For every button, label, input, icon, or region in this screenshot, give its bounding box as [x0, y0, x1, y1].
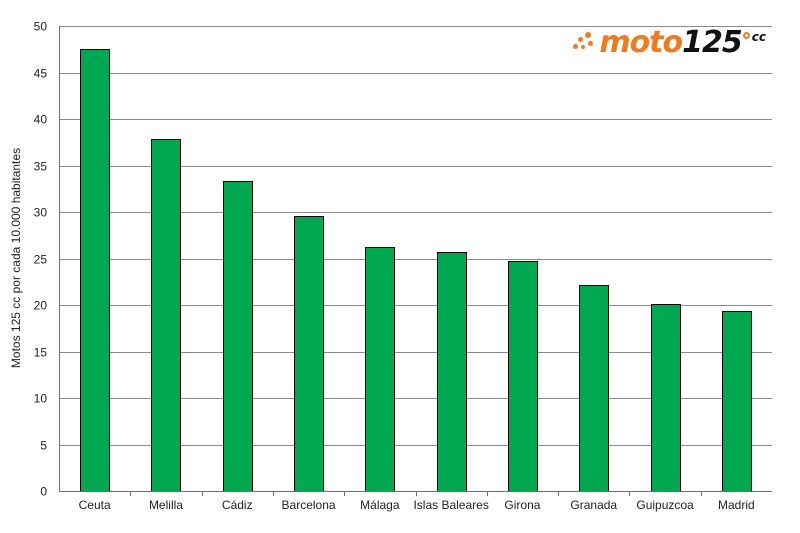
- y-tick-label-50: 50: [34, 20, 48, 34]
- bar-girona: [508, 261, 538, 492]
- x-tick-label-islas-baleares: Islas Baleares: [413, 498, 488, 512]
- bars-layer: [80, 49, 752, 492]
- y-tick-label-10: 10: [34, 392, 48, 406]
- y-tick-label-5: 5: [40, 439, 47, 453]
- logo-cc-text: cc: [751, 30, 766, 44]
- bar-guipuzcoa: [651, 304, 681, 492]
- moto125cc-logo: moto125 cc: [573, 22, 766, 64]
- x-tick-label-ceuta: Ceuta: [79, 498, 111, 512]
- x-tick-label-guipuzcoa: Guipuzcoa: [636, 498, 694, 512]
- logo-ring-icon: [742, 32, 750, 39]
- x-tick-label-girona: Girona: [504, 498, 540, 512]
- y-tick-label-20: 20: [34, 299, 48, 313]
- logo-number-text: 125: [682, 25, 743, 60]
- y-tick-label-0: 0: [40, 485, 47, 499]
- y-tick-label-25: 25: [34, 253, 48, 267]
- x-tick-label-madrid: Madrid: [718, 498, 755, 512]
- y-tick-label-15: 15: [34, 346, 48, 360]
- logo-dots-icon: [573, 32, 597, 58]
- y-axis-title: Motos 125 cc por cada 10.000 habitantes: [9, 148, 23, 368]
- bar-barcelona: [294, 216, 324, 492]
- y-tick-label-45: 45: [34, 67, 48, 81]
- bar-granada: [579, 285, 609, 492]
- y-tick-label-35: 35: [34, 160, 48, 174]
- bar-c-diz: [223, 181, 253, 492]
- axis-layer: 0 5 10 15 20 25 30 35 40 45 50 Ceuta Melilla Cádiz Bar…: [34, 20, 772, 512]
- bar-madrid: [722, 311, 752, 492]
- y-tick-label-30: 30: [34, 206, 48, 220]
- x-tick-label-c-diz: Cádiz: [222, 498, 253, 512]
- bar-ceuta: [80, 49, 110, 492]
- bar-islas-baleares: [437, 252, 467, 492]
- bar-melilla: [151, 139, 181, 492]
- x-tick-label-granada: Granada: [570, 498, 617, 512]
- x-tick-label-melilla: Melilla: [149, 498, 183, 512]
- bar-m-laga: [365, 247, 395, 492]
- y-tick-label-40: 40: [34, 113, 48, 127]
- x-tick-label-m-laga: Málaga: [360, 498, 400, 512]
- logo-wordmark: moto125: [599, 22, 743, 64]
- logo-moto-text: moto: [599, 25, 683, 60]
- x-tick-label-barcelona: Barcelona: [282, 498, 336, 512]
